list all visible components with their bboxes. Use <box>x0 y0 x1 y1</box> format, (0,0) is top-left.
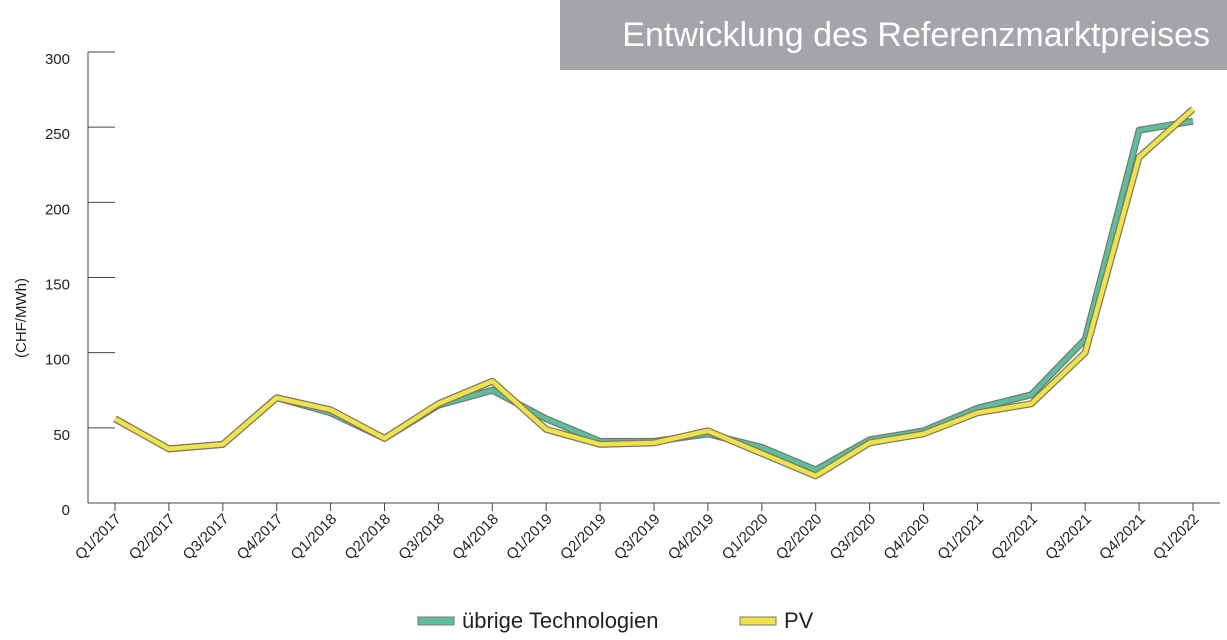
line <box>113 118 1194 473</box>
y-tick-label: 200 <box>45 201 70 218</box>
x-tick-label: Q2/2021 <box>988 511 1041 564</box>
title-banner <box>560 0 1227 70</box>
legend-swatch <box>417 616 455 626</box>
x-tick-label: Q4/2018 <box>449 511 502 564</box>
x-tick-label: Q3/2019 <box>611 511 664 564</box>
y-tick-label: 300 <box>45 51 70 68</box>
x-tick-label: Q3/2020 <box>827 511 880 564</box>
y-tick-label: 150 <box>45 276 70 293</box>
y-axis-label: (CHF/MWh) <box>13 278 30 358</box>
x-tick-label: Q4/2017 <box>234 511 287 564</box>
y-tick-label: 100 <box>45 352 70 369</box>
x-tick-label: Q1/2022 <box>1150 511 1203 564</box>
x-tick-label: Q3/2018 <box>395 511 448 564</box>
x-tick-label: Q4/2021 <box>1096 511 1149 564</box>
legend-label: PV <box>784 608 814 633</box>
line-outline <box>113 117 1194 474</box>
x-tick-label: Q2/2018 <box>341 511 394 564</box>
line-outline <box>113 106 1196 480</box>
x-tick-label: Q3/2017 <box>180 511 233 564</box>
x-tick-label: Q1/2020 <box>719 511 772 564</box>
x-tick-label: Q1/2021 <box>934 511 987 564</box>
x-tick-label: Q3/2021 <box>1042 511 1095 564</box>
x-tick-label: Q2/2020 <box>773 511 826 564</box>
chart-title: Entwicklung des Referenzmarktpreises <box>622 16 1210 54</box>
legend-swatch <box>739 616 777 626</box>
legend-label: übrige Technologien <box>462 608 659 633</box>
x-tick-label: Q1/2018 <box>288 511 341 564</box>
y-tick-label: 50 <box>53 427 70 444</box>
line <box>113 107 1195 479</box>
y-tick-label: 0 <box>62 502 70 519</box>
x-tick-label: Q2/2019 <box>557 511 610 564</box>
y-tick-label: 250 <box>45 126 70 143</box>
x-tick-label: Q4/2020 <box>880 511 933 564</box>
x-tick-label: Q4/2019 <box>665 511 718 564</box>
x-tick-label: Q1/2019 <box>503 511 556 564</box>
x-tick-label: Q1/2017 <box>72 511 125 564</box>
x-tick-label: Q2/2017 <box>126 511 179 564</box>
